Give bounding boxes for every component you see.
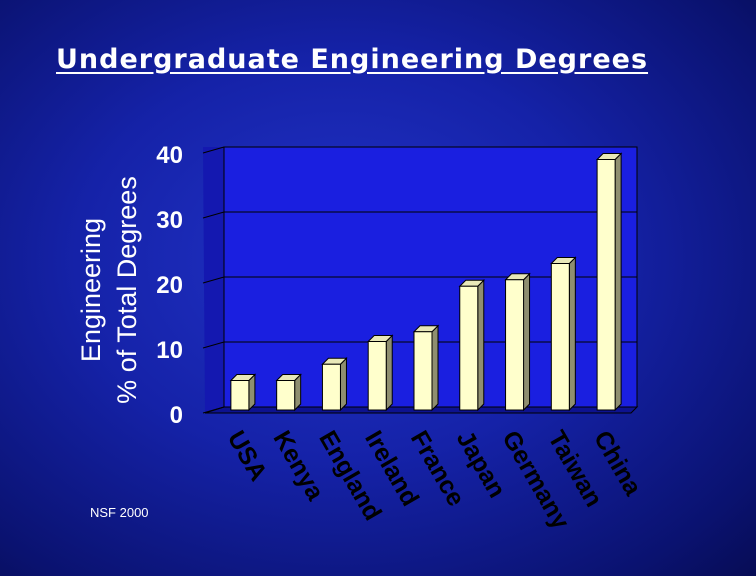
bar-side (431, 324, 439, 412)
source-note: NSF 2000 (90, 505, 149, 520)
bar-side (477, 279, 485, 412)
side-gridline (202, 146, 225, 154)
bar-side (339, 357, 347, 412)
bar-side (614, 152, 622, 412)
bar (276, 380, 296, 411)
bar (230, 380, 250, 411)
bar (550, 263, 570, 411)
bar (505, 279, 525, 411)
bar-side (523, 272, 531, 412)
bar-china (595, 152, 623, 412)
y-tick-label: 30 (156, 207, 183, 234)
y-tick-label: 10 (156, 337, 183, 364)
bar-japan (458, 279, 485, 412)
bar-germany (504, 272, 531, 412)
x-axis-ticks: USAKenyaEnglandIrelandFranceJapanGermany… (222, 426, 648, 534)
y-axis-ticks: 0 10 20 30 40 (156, 142, 183, 429)
side-gridline (202, 406, 225, 414)
bar-usa (229, 373, 257, 412)
bar (367, 341, 387, 411)
bars (229, 152, 623, 412)
side-gridline (202, 341, 225, 349)
bar (413, 331, 433, 411)
y-tick-label: 20 (156, 272, 183, 299)
y-tick-label: 40 (156, 142, 183, 169)
page-title: Undergraduate Engineering Degrees (56, 44, 649, 75)
side-gridline (202, 211, 225, 219)
bar (321, 363, 341, 411)
bar (596, 159, 616, 411)
y-axis-label-line-2: % of Total Degrees (112, 176, 142, 404)
bar-england (321, 357, 348, 412)
x-tick-label: USA (222, 426, 273, 486)
bar-kenya (275, 373, 302, 412)
bar-taiwan (550, 256, 577, 412)
bar-side (568, 256, 576, 412)
bar-ireland (367, 334, 394, 412)
side-gridline (202, 276, 225, 284)
y-axis-label-line-1: Engineering (76, 218, 106, 362)
bar-france (412, 324, 440, 412)
bar-side (385, 334, 393, 412)
bar (459, 285, 479, 411)
y-tick-label: 0 (170, 402, 183, 429)
